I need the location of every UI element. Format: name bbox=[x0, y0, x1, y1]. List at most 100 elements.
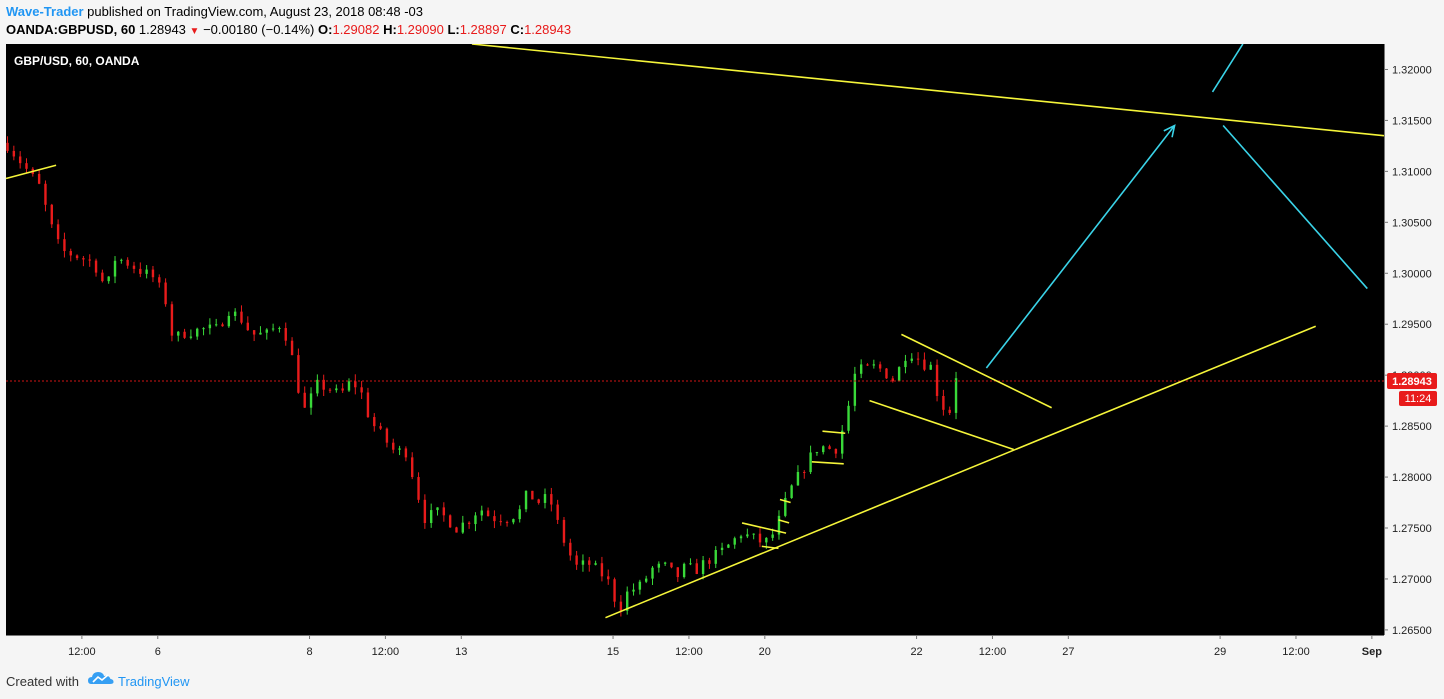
price-axis[interactable] bbox=[1384, 44, 1444, 664]
time-tick-label: 12:00 bbox=[675, 646, 703, 658]
candle-up bbox=[145, 269, 148, 274]
candle-down bbox=[303, 392, 306, 408]
candle-up bbox=[853, 373, 857, 406]
candle-up bbox=[227, 315, 231, 327]
candle-down bbox=[322, 379, 325, 390]
price-tick-label: 1.28000 bbox=[1392, 472, 1432, 484]
candle-up bbox=[107, 276, 110, 282]
candle-up bbox=[271, 328, 275, 330]
candle-up bbox=[524, 490, 528, 510]
candle-down bbox=[834, 448, 838, 454]
published-text: published on TradingView.com, August 23,… bbox=[83, 4, 424, 19]
candle-up bbox=[214, 324, 218, 326]
candle-down bbox=[297, 355, 300, 393]
candle-up bbox=[512, 519, 515, 523]
candle-down bbox=[866, 364, 869, 366]
candle-down bbox=[556, 504, 559, 520]
close-label: C: bbox=[510, 22, 525, 37]
drawing-early-short bbox=[5, 164, 57, 180]
tradingview-brand-link[interactable]: TradingView bbox=[118, 674, 190, 689]
candle-up bbox=[809, 452, 812, 473]
drawing-flag-1-bottom bbox=[761, 545, 779, 550]
candle-up bbox=[897, 367, 901, 382]
candle-up bbox=[120, 259, 123, 261]
candle-down bbox=[885, 368, 888, 379]
candle-down bbox=[588, 560, 591, 565]
candle-down bbox=[486, 510, 490, 517]
candle-up bbox=[815, 452, 819, 454]
candle-down bbox=[6, 142, 9, 151]
candle-up bbox=[259, 332, 262, 335]
candle-down bbox=[670, 562, 673, 568]
candle-up bbox=[518, 509, 521, 520]
candle-down bbox=[417, 477, 420, 500]
time-tick-label: 12:00 bbox=[979, 646, 1007, 658]
down-triangle-icon: ▼ bbox=[189, 26, 200, 37]
price-tick-label: 1.29500 bbox=[1392, 319, 1432, 331]
symbol-interval: OANDA:GBPUSD, 60 bbox=[6, 22, 136, 37]
time-tick-label: 27 bbox=[1062, 646, 1074, 658]
time-axis-ticks: 12:00 6 8 12:00 13 15 12:00 20 22 12:00 27 29 12:00 S… bbox=[68, 635, 1382, 658]
ohlc-line: OANDA:GBPUSD, 60 1.28943 ▼ −0.00180 (−0.… bbox=[6, 22, 571, 37]
candle-down bbox=[493, 516, 496, 522]
candle-down bbox=[448, 515, 452, 528]
candle-up bbox=[929, 364, 932, 370]
candle-down bbox=[101, 272, 104, 282]
candle-up bbox=[847, 405, 850, 431]
candle-down bbox=[44, 183, 47, 205]
candle-down bbox=[354, 381, 357, 388]
price-tick-label: 1.28500 bbox=[1392, 421, 1432, 433]
time-tick-label: 15 bbox=[607, 646, 619, 658]
time-tick-label: Sep bbox=[1362, 646, 1382, 658]
candle-up bbox=[594, 563, 597, 565]
low-label: L: bbox=[447, 22, 460, 37]
candle-down bbox=[37, 173, 41, 184]
candles-layer bbox=[6, 136, 958, 617]
plot-area[interactable] bbox=[6, 44, 1384, 635]
candle-up bbox=[233, 311, 237, 316]
created-with-text: Created with bbox=[6, 674, 79, 689]
time-axis[interactable] bbox=[0, 635, 1384, 664]
candle-down bbox=[891, 378, 894, 382]
high-value: 1.29090 bbox=[396, 22, 444, 37]
candle-up bbox=[727, 544, 730, 548]
candle-up bbox=[784, 497, 787, 516]
candle-up bbox=[733, 538, 736, 545]
publish-line: Wave-Trader published on TradingView.com… bbox=[6, 4, 423, 19]
time-tick-label: 20 bbox=[759, 646, 771, 658]
candle-down bbox=[284, 328, 287, 341]
candle-up bbox=[638, 581, 642, 590]
tradingview-cloud-icon[interactable] bbox=[88, 670, 114, 686]
candle-down bbox=[600, 563, 604, 577]
candle-down bbox=[923, 359, 926, 370]
candle-down bbox=[803, 471, 806, 473]
candle-up bbox=[644, 578, 648, 582]
candle-down bbox=[151, 269, 155, 278]
candle-down bbox=[82, 258, 85, 260]
candle-down bbox=[50, 204, 53, 225]
last-price: 1.28943 bbox=[138, 22, 186, 37]
candle-up bbox=[859, 364, 863, 374]
author-link[interactable]: Wave-Trader bbox=[6, 4, 84, 19]
time-tick-label: 13 bbox=[455, 646, 467, 658]
candle-up bbox=[429, 510, 433, 524]
drawing-lower-support bbox=[605, 325, 1317, 619]
candle-down bbox=[385, 428, 389, 443]
candle-down bbox=[366, 392, 370, 418]
time-tick-label: 22 bbox=[910, 646, 922, 658]
price-chart[interactable]: 1.32000 1.31500 1.31000 1.30500 1.30000 1.295… bbox=[0, 44, 1444, 664]
chart-title: GBP/USD, 60, OANDA bbox=[14, 54, 140, 68]
candle-up bbox=[720, 547, 724, 550]
candle-down bbox=[423, 499, 427, 524]
candle-down bbox=[240, 311, 243, 323]
time-tick-label: 6 bbox=[155, 646, 161, 658]
price-change: −0.00180 (−0.14%) bbox=[203, 22, 315, 37]
candle-down bbox=[252, 330, 256, 335]
candle-down bbox=[499, 521, 502, 523]
candle-up bbox=[177, 331, 180, 336]
price-axis-ticks: 1.32000 1.31500 1.31000 1.30500 1.30000 1.295… bbox=[1384, 64, 1432, 637]
candle-down bbox=[221, 324, 224, 327]
candle-up bbox=[632, 589, 635, 592]
drawing-flag-3-top bbox=[822, 430, 846, 435]
candle-up bbox=[309, 393, 313, 408]
